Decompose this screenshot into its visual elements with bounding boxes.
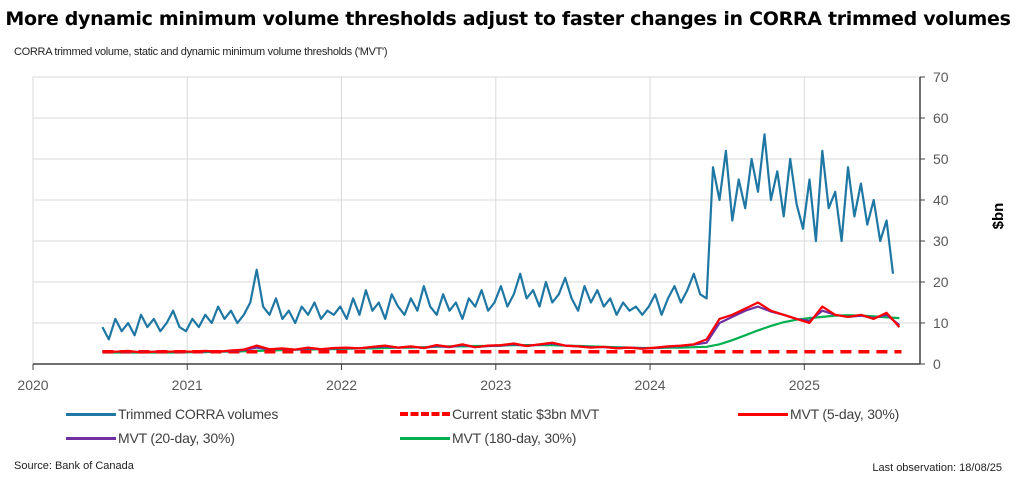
legend-item-mvt-180day: MVT (180-day, 30%): [400, 430, 576, 446]
chart-subtitle: CORRA trimmed volume, static and dynamic…: [14, 46, 388, 58]
series-line-mvt-5-day-30-: [102, 301, 901, 354]
last-observation-note: Last observation: 18/08/25: [872, 462, 1002, 474]
legend-item-trimmed-volumes: Trimmed CORRA volumes: [66, 406, 278, 422]
legend-swatch: [400, 436, 450, 440]
y-tick-label: 40: [933, 192, 949, 208]
y-tick-label: 0: [933, 356, 941, 372]
x-tick-label: 2022: [326, 377, 357, 393]
legend-label: Trimmed CORRA volumes: [118, 406, 279, 422]
legend-label: MVT (20-day, 30%): [118, 430, 235, 446]
x-tick-label: 2024: [634, 377, 665, 393]
legend-swatch: [400, 412, 450, 416]
legend-item-static-mvt: Current static $3bn MVT: [400, 406, 599, 422]
series-line-mvt-180-day-30-: [102, 314, 900, 354]
x-tick-label: 2025: [789, 377, 820, 393]
legend-label: Current static $3bn MVT: [452, 406, 600, 422]
legend-label: MVT (180-day, 30%): [452, 430, 577, 446]
legend-swatch: [738, 412, 788, 416]
y-tick-label: 70: [933, 69, 949, 85]
x-tick-label: 2020: [17, 377, 48, 393]
y-tick-label: 50: [933, 151, 949, 167]
y-tick-label: 10: [933, 315, 949, 331]
x-tick-label: 2023: [480, 377, 511, 393]
source-note: Source: Bank of Canada: [14, 460, 134, 472]
legend-swatch: [66, 436, 116, 440]
y-tick-label: 20: [933, 274, 949, 290]
chart-title: More dynamic minimum volume thresholds a…: [5, 8, 1011, 30]
legend-item-mvt-20day: MVT (20-day, 30%): [66, 430, 235, 446]
x-tick-label: 2021: [172, 377, 203, 393]
series-line-trimmed-corra-volumes: [101, 133, 895, 341]
y-tick-label: 30: [933, 233, 949, 249]
legend-swatch: [66, 412, 116, 416]
y-axis-label: $bn: [990, 203, 1007, 230]
legend-item-mvt-5day: MVT (5-day, 30%): [738, 406, 899, 422]
y-tick-label: 60: [933, 110, 949, 126]
legend-label: MVT (5-day, 30%): [790, 406, 900, 422]
